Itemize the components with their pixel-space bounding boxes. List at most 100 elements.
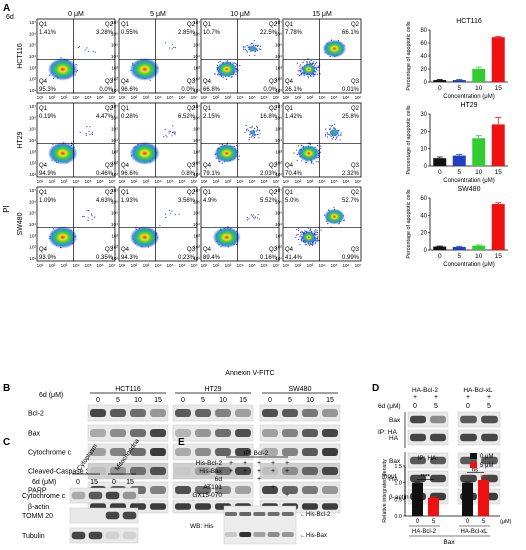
flow-x-tick: 10⁶ [178,263,185,268]
flow-event-dot [300,235,302,237]
blot-membrane [259,481,341,499]
quadrant-name: Q2 [187,22,196,28]
flow-event-dot [255,44,257,46]
flow-event-dot [340,132,342,134]
flow-event-dot [222,76,224,78]
flow-event-dot [310,75,312,78]
flow-x-tick: 10⁴ [154,95,161,100]
blot-band [302,467,318,475]
blot-b-dose: 10 [219,397,227,404]
quadrant-name: Q3 [269,163,278,169]
flow-y-tick: 10² [111,77,118,82]
legend-swatch [470,453,477,459]
blot-band [282,409,298,417]
bar-x-tick-label: 0 [438,169,442,176]
quadrant-name: Q3 [351,79,360,85]
flow-event-dot [309,243,311,245]
bar-chart-ip-ha: IP: HA 0.0 0.5 1.0 1.5 Relative integrated de… [382,453,512,546]
blot-b-strip [259,424,341,442]
flow-event-dot [245,125,247,127]
quadrant-name: Q1 [121,190,130,196]
flow-event-dot [299,71,302,73]
flow-x-axis-label: Annexin V-FITC [225,370,274,377]
flow-x-tick: 10⁴ [72,95,79,100]
flow-x-tick: 10⁶ [260,263,267,268]
flow-y-tick: 10⁷ [29,104,36,109]
flow-y-tick: 10³ [193,149,200,154]
flow-y-tick: 10² [111,161,118,166]
blot-d-strip [407,452,449,469]
flow-event-dot [94,51,97,53]
blot-e-treatment: 6d [215,476,223,483]
bar-x-tick-label: 15 [495,253,503,260]
flow-cell-line-label: HCT116 [17,43,24,69]
flow-x-tick: 10⁶ [96,95,103,100]
flow-event-dot [236,63,238,66]
flow-event-dot [339,134,341,136]
flow-plot-frame [200,18,280,94]
flow-plot: Q1 Q2 1.41% 3.28% Q4 Q3 95.3% 0.0% 10⁷ 10⁶ 10⁵ 10⁴ 1… [29,18,116,100]
flow-event-dot [329,127,331,129]
flow-x-tick: 10¹ [283,263,290,268]
bar-chart-hct116: HCT116 0 20 40 60 80 Percentage of apoptotic c… [406,18,508,100]
flow-x-tick: 10⁴ [318,95,325,100]
blot-band [150,429,166,437]
flow-x-tick: 10⁶ [260,95,267,100]
flow-event-dot [254,54,256,56]
flow-event-dot [239,65,241,67]
flow-event-dot [169,131,171,133]
flow-event-dot [335,138,337,140]
flow-x-tick: 10⁴ [236,95,243,100]
flow-x-tick: 10⁷ [109,263,116,268]
flow-event-dot [317,69,319,71]
quadrant-value: 0.55% [121,30,139,36]
flow-event-dot [256,125,258,127]
blot-band [122,531,137,540]
flow-event-dot [300,70,302,72]
flow-x-tick: 10³ [225,179,232,184]
blot-band [281,532,294,537]
blot-b-protein-label: PARP [28,488,47,495]
flow-plot: Q1 Q2 1.09% 4.63% Q4 Q3 93.9% 0.35% 10⁷ 10⁶ 10⁵ 10⁴… [29,186,116,268]
flow-plot: Q1 Q2 0.19% 4.47% Q4 Q3 94.9% 0.46% 10⁷ 10⁶ 10⁵ 10⁴… [29,102,116,184]
quadrant-value: 0.0% [99,87,113,93]
flow-plot-frame [200,102,280,178]
flow-y-tick: 10¹ [193,88,200,93]
blot-band [235,429,251,437]
flow-event-dot [297,74,299,76]
flow-event-dot [296,154,298,156]
flow-event-dot [165,134,167,136]
quadrant-value: 0.19% [39,114,57,120]
bar-group-label: HA-Bcl-2 [412,529,437,535]
bar [433,246,447,250]
blot-e-mark: + [271,468,275,475]
quadrant-name: Q4 [39,79,48,85]
quadrant-name: Q2 [351,190,360,196]
quadrant-name: Q2 [269,106,278,112]
blot-band [150,503,166,510]
flow-event-dot [309,229,311,231]
bar-x-axis-label: Bax [443,539,455,546]
flow-event-dot [296,159,298,161]
flow-event-dot [217,74,219,76]
flow-y-tick: 10⁷ [111,188,118,193]
flow-x-tick: 10⁵ [166,95,173,100]
flow-event-dot [314,74,316,76]
blot-d-dose: 5 [434,403,438,410]
blot-band [90,409,106,417]
flow-y-tick: 10¹ [29,88,36,93]
flow-event-dot [252,217,254,219]
flow-x-tick: 10³ [307,179,314,184]
blot-band [150,486,166,494]
flow-event-dot [326,132,328,134]
flow-event-dot [164,213,167,215]
flow-event-dot [327,133,329,135]
flow-event-dot [94,216,96,218]
flow-event-dot [251,42,253,45]
flow-event-dot [254,216,256,218]
flow-y-tick: 10⁷ [275,20,282,25]
flow-x-tick: 10² [131,263,138,268]
flow-event-dot [174,131,176,133]
flow-event-dot [169,47,171,49]
